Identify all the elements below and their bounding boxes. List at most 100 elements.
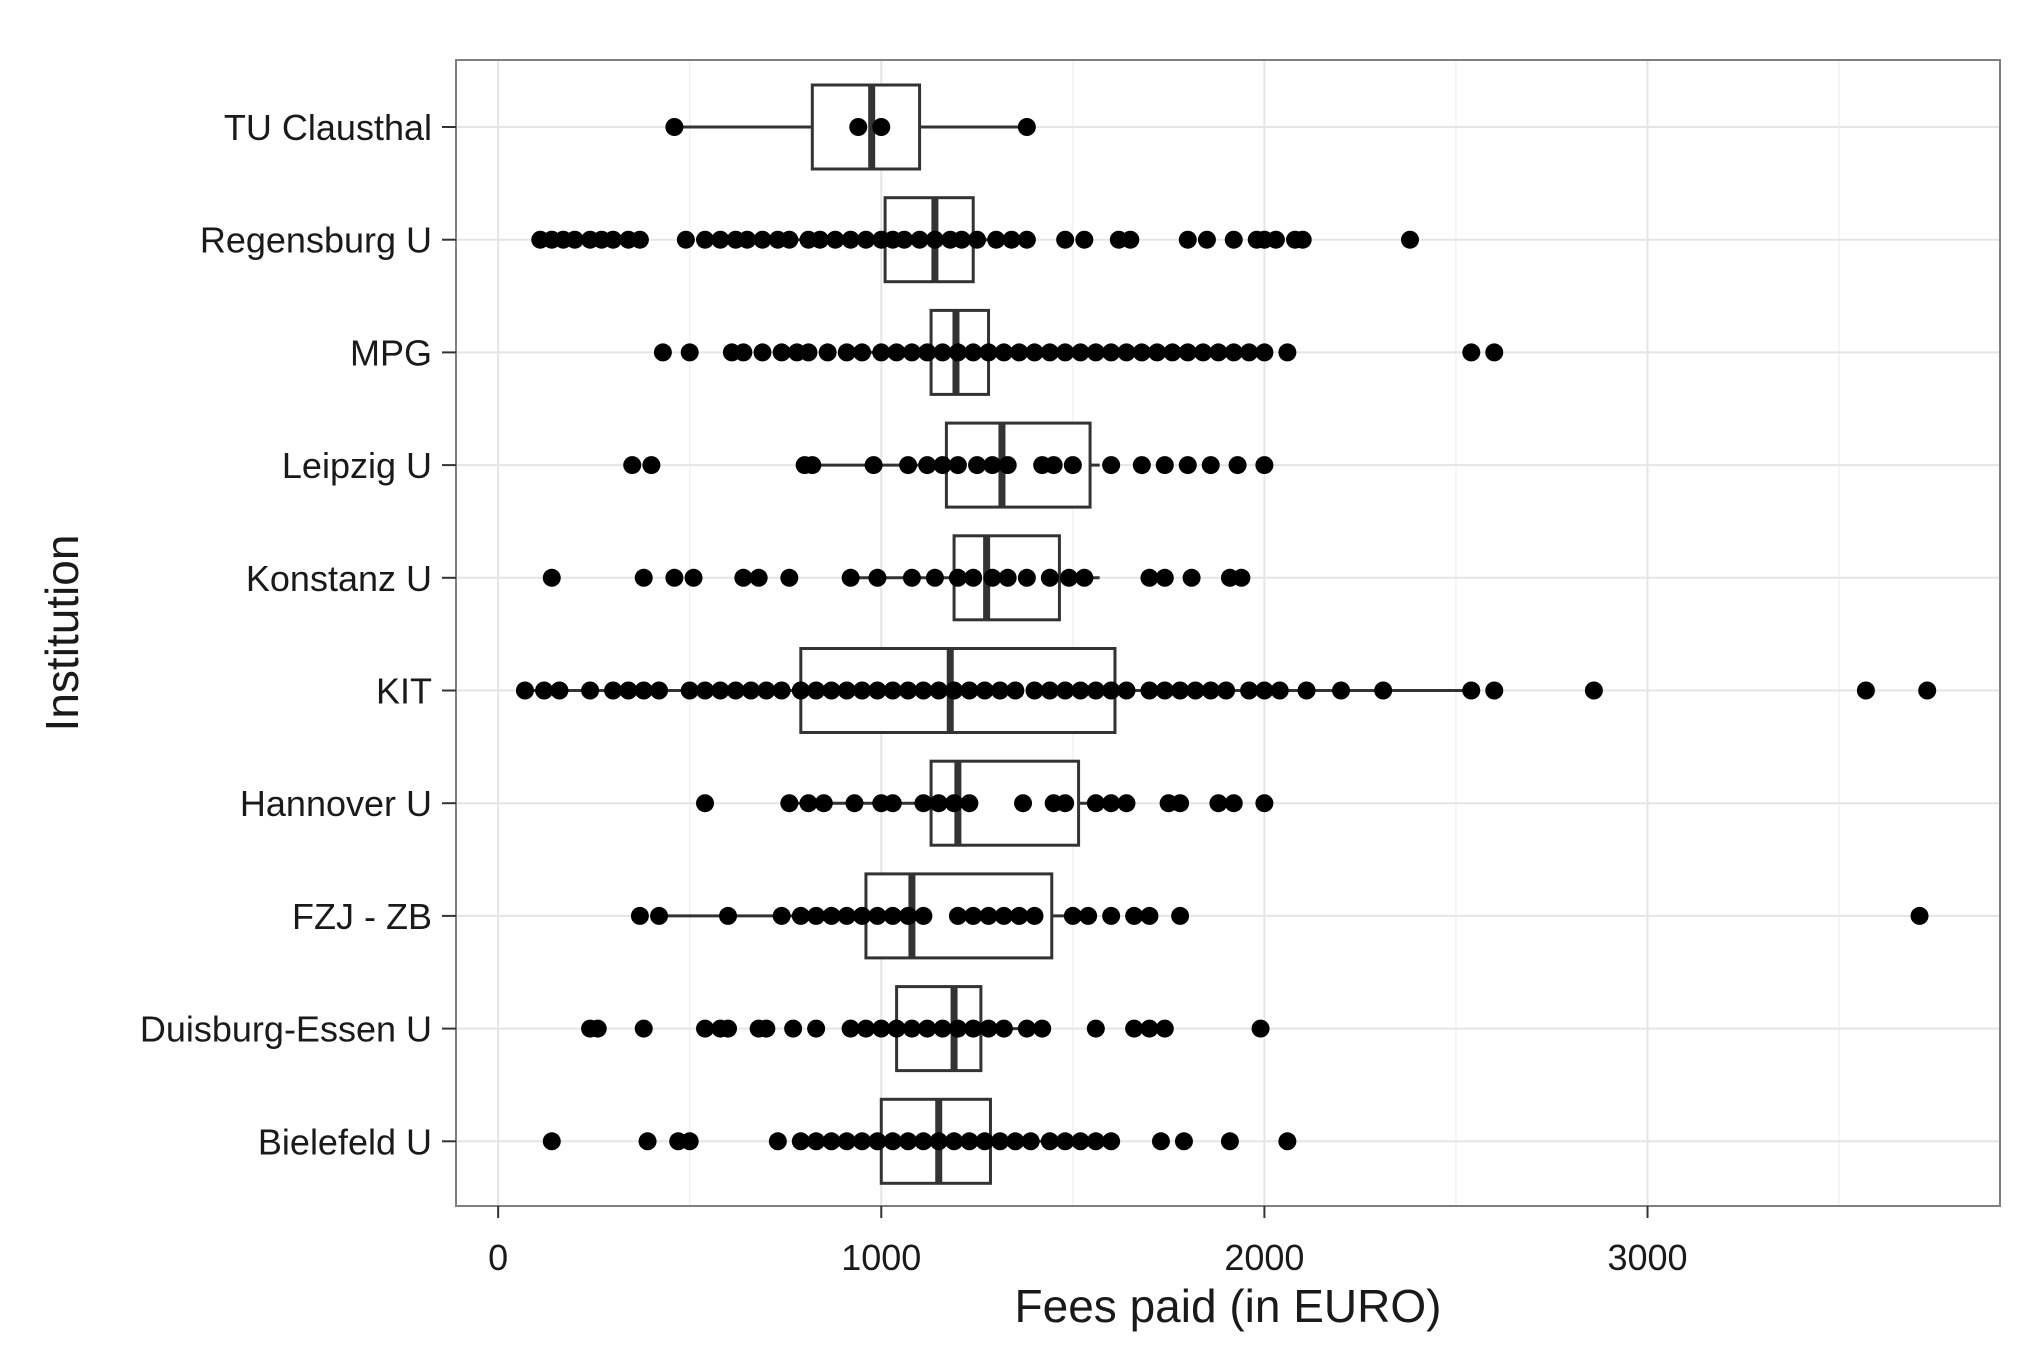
data-point [1217, 681, 1236, 700]
data-point [642, 456, 661, 475]
data-point [1485, 681, 1504, 700]
data-point [1102, 343, 1121, 362]
data-point [780, 230, 799, 249]
data-point [1240, 681, 1259, 700]
data-point [918, 343, 937, 362]
data-point [918, 456, 937, 475]
data-point [768, 1132, 787, 1151]
data-point [1171, 681, 1190, 700]
data-point [1040, 343, 1059, 362]
data-point [887, 343, 906, 362]
data-point [818, 343, 837, 362]
data-point [1171, 794, 1190, 813]
data-point [665, 568, 684, 587]
data-point [1117, 343, 1136, 362]
data-point [1075, 568, 1094, 587]
data-point [1063, 906, 1082, 925]
data-point [933, 456, 952, 475]
data-point [853, 343, 872, 362]
y-tick-label: Bielefeld U [258, 1121, 432, 1162]
data-point [780, 794, 799, 813]
y-tick-label: Leipzig U [282, 445, 432, 486]
data-point [822, 906, 841, 925]
y-tick-label: Konstanz U [246, 558, 432, 599]
data-point [1201, 681, 1220, 700]
data-point [1006, 681, 1025, 700]
data-point [902, 1019, 921, 1038]
data-point [1056, 230, 1075, 249]
data-point [630, 230, 649, 249]
plot-marks [515, 83, 1937, 1185]
data-point [1121, 230, 1140, 249]
data-point [1297, 681, 1316, 700]
y-tick-label: FZJ - ZB [292, 896, 432, 937]
data-point [1086, 343, 1105, 362]
data-point [868, 1132, 887, 1151]
data-point [757, 681, 776, 700]
y-tick-label: TU Clausthal [224, 107, 432, 148]
data-point [1017, 1019, 1036, 1038]
data-point [791, 681, 810, 700]
data-point [872, 1019, 891, 1038]
data-point [979, 1019, 998, 1038]
data-point [696, 794, 715, 813]
data-point [1485, 343, 1504, 362]
data-point [634, 568, 653, 587]
data-point [964, 343, 983, 362]
data-point [1584, 681, 1603, 700]
data-point [1255, 681, 1274, 700]
data-point [1132, 456, 1151, 475]
data-point [1270, 681, 1289, 700]
data-point [650, 681, 669, 700]
data-point [983, 568, 1002, 587]
data-point [1194, 343, 1213, 362]
data-point [1918, 681, 1937, 700]
data-point [1006, 1132, 1025, 1151]
data-point [883, 794, 902, 813]
data-point [515, 681, 534, 700]
data-point [837, 681, 856, 700]
data-point [799, 794, 818, 813]
data-point [1151, 1132, 1170, 1151]
data-point [1056, 794, 1075, 813]
data-point [845, 794, 864, 813]
data-point [872, 343, 891, 362]
data-point [542, 1132, 561, 1151]
data-point [726, 681, 745, 700]
data-point [604, 681, 623, 700]
data-point [964, 1019, 983, 1038]
data-point [719, 906, 738, 925]
data-point [1075, 230, 1094, 249]
data-point [784, 1019, 803, 1038]
data-point [1155, 1019, 1174, 1038]
data-point [1056, 343, 1075, 362]
data-point [772, 681, 791, 700]
data-point [883, 906, 902, 925]
data-point [822, 681, 841, 700]
data-point [1232, 568, 1251, 587]
data-point [1400, 230, 1419, 249]
data-point [772, 906, 791, 925]
data-point [929, 794, 948, 813]
data-point [837, 906, 856, 925]
data-point [1174, 1132, 1193, 1151]
data-point [979, 343, 998, 362]
data-point [868, 681, 887, 700]
y-tick-label: Hannover U [240, 783, 432, 824]
data-point [791, 1132, 810, 1151]
data-point [991, 681, 1010, 700]
data-point [1117, 681, 1136, 700]
data-point [1266, 230, 1285, 249]
data-point [1071, 1132, 1090, 1151]
data-point [676, 230, 695, 249]
data-point [807, 1132, 826, 1151]
data-point [849, 118, 868, 136]
data-point [1102, 906, 1121, 925]
data-point [895, 230, 914, 249]
data-point [1140, 1019, 1159, 1038]
data-point [975, 1132, 994, 1151]
data-point [1125, 1019, 1144, 1038]
data-point [1186, 681, 1205, 700]
data-point [696, 1019, 715, 1038]
